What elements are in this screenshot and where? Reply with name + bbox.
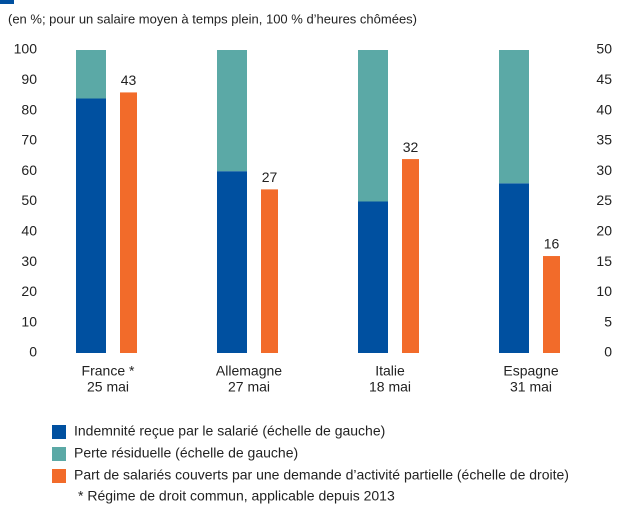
- bar-segment: [217, 50, 247, 172]
- bar-segment: [217, 171, 247, 353]
- legend-swatch: [52, 425, 66, 439]
- y-tick-label: 0: [29, 344, 37, 360]
- x-tick-label: Allemagne: [216, 363, 282, 379]
- x-tick-label: 31 mai: [510, 379, 552, 395]
- y2-tick-label: 5: [604, 313, 612, 329]
- bar-segment: [358, 50, 388, 202]
- x-tick-label: 18 mai: [369, 379, 411, 395]
- y2-tick-label: 50: [596, 41, 612, 57]
- x-tick-label: France *: [82, 363, 135, 379]
- y2-tick-label: 40: [596, 101, 612, 117]
- y2-tick-label: 20: [596, 223, 612, 239]
- data-label: 16: [544, 236, 560, 252]
- chart-subtitle: (en %; pour un salaire moyen à temps ple…: [8, 11, 417, 26]
- y2-tick-label: 10: [596, 283, 612, 299]
- bar-segment: [76, 98, 106, 353]
- legend-swatch: [52, 447, 66, 461]
- y-tick-label: 70: [21, 132, 37, 148]
- data-label: 27: [262, 169, 278, 185]
- y2-tick-label: 30: [596, 162, 612, 178]
- legend-label: Perte résiduelle (échelle de gauche): [74, 445, 298, 461]
- bar-segment: [499, 183, 529, 353]
- y-tick-label: 60: [21, 162, 37, 178]
- legend-swatch: [52, 469, 66, 483]
- bar: [402, 159, 419, 353]
- y2-tick-label: 0: [604, 344, 612, 360]
- x-tick-label: 25 mai: [87, 379, 129, 395]
- x-tick-label: Italie: [375, 363, 405, 379]
- x-tick-label: 27 mai: [228, 379, 270, 395]
- y-tick-label: 80: [21, 101, 37, 117]
- data-label: 32: [403, 139, 419, 155]
- y-tick-label: 20: [21, 283, 37, 299]
- y-tick-label: 50: [21, 192, 37, 208]
- legend-label: Indemnité reçue par le salarié (échelle …: [74, 423, 385, 439]
- y2-tick-label: 35: [596, 132, 612, 148]
- y2-tick-label: 45: [596, 71, 612, 87]
- y-tick-label: 30: [21, 253, 37, 269]
- x-tick-label: Espagne: [503, 363, 558, 379]
- y2-tick-label: 25: [596, 192, 612, 208]
- data-label: 43: [121, 72, 137, 88]
- y-tick-label: 90: [21, 71, 37, 87]
- footnote: * Régime de droit commun, applicable dep…: [78, 488, 395, 504]
- bar-segment: [358, 201, 388, 353]
- bar-segment: [499, 50, 529, 184]
- y-tick-label: 10: [21, 313, 37, 329]
- bar: [261, 189, 278, 353]
- y2-tick-label: 15: [596, 253, 612, 269]
- legend-label: Part de salariés couverts par une demand…: [74, 467, 569, 483]
- bar: [543, 256, 560, 353]
- y-tick-label: 40: [21, 223, 37, 239]
- bar: [120, 92, 137, 354]
- y-tick-label: 100: [14, 41, 38, 57]
- title-fragment: [0, 0, 14, 4]
- bar-segment: [76, 50, 106, 99]
